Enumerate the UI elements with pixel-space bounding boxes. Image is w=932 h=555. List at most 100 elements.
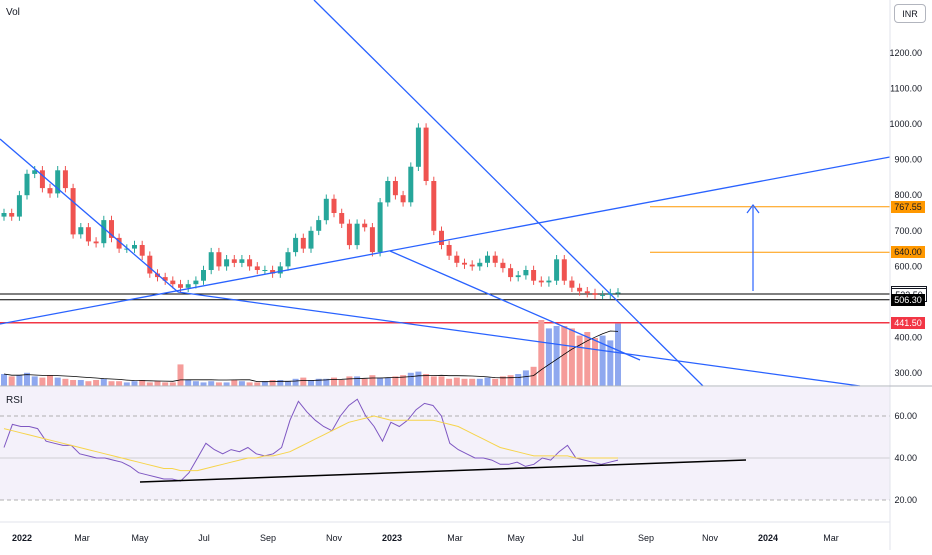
candle-body [531,270,537,281]
candle-body [500,262,506,269]
candle-body [454,255,460,263]
price-tick-label: 300.00 [894,368,922,378]
volume-bar [561,326,568,386]
candle-body [538,280,544,283]
candle-body [492,255,498,263]
volume-bar [453,377,460,386]
candle-body [515,275,521,278]
price-badge: 441.50 [891,317,925,329]
volume-bar [192,381,199,386]
candlesticks [1,123,621,300]
volume-bar [461,378,468,386]
time-tick-label: Sep [638,533,654,543]
candle-body [577,287,583,292]
price-badge: 767.55 [891,201,925,213]
candle-body [231,259,237,263]
price-tick-label: 400.00 [894,333,922,343]
price-tick-label: 800.00 [894,190,922,200]
candle-body [584,291,590,294]
volume-bar [469,378,476,386]
price-tick-label: 700.00 [894,226,922,236]
time-tick-label: Mar [74,533,90,543]
candle-body [277,266,283,274]
volume-bar [200,382,207,386]
candle-body [323,198,329,221]
volume-bar [553,326,560,386]
candle-body [247,259,253,267]
volume-ma-line [3,330,619,383]
time-tick-label: Mar [823,533,839,543]
candle-body [546,280,552,283]
volume-bar [484,377,491,386]
candle-body [369,227,375,253]
candle-body [331,198,337,213]
candle-body [415,127,421,167]
price-levels [0,206,890,324]
volume-bar [507,375,514,386]
candle-body [439,230,444,245]
candle-body [423,127,429,181]
volume-bar [39,377,46,386]
volume-bar [323,378,330,386]
volume-bar [538,320,545,386]
candle-body [316,220,322,231]
volume-bar [231,380,238,386]
candle-body [354,223,360,246]
rsi-ma-line [3,415,618,472]
candle-body [139,245,145,256]
candle-body [346,223,352,246]
candle-body [293,237,299,253]
candle-body [16,195,22,217]
candle-body [254,266,260,270]
candle-body [70,188,76,235]
trendline [0,156,891,325]
volume-bar [123,382,130,386]
trendline [0,138,179,293]
volume-bar [1,374,7,386]
volume-bar [423,374,430,386]
volume-bar [407,372,414,386]
volume-bar [146,382,153,386]
volume-bar [177,364,184,386]
volume-bar [522,370,529,386]
time-tick-label: 2023 [382,533,402,543]
volume-bar [615,323,621,386]
price-tick-label: 900.00 [894,155,922,165]
currency-selector[interactable]: INR [894,4,926,23]
time-tick-label: May [507,533,525,543]
candle-body [485,255,490,263]
volume-bar [24,372,30,386]
volume-bar [185,380,192,386]
candle-body [1,213,7,217]
volume-bar [116,381,123,386]
rsi-trendline [139,459,747,483]
volume-bar [246,382,253,386]
candle-body [178,284,183,288]
volume-bar [446,378,453,386]
time-tick-label: Jul [572,533,584,543]
volume-bar [338,380,345,386]
volume-bar [285,381,291,386]
volume-bar [576,335,583,386]
candle-body [116,237,122,249]
trendline [177,291,861,387]
trendline [389,250,641,361]
volume-bar [100,378,107,386]
volume-bar [62,378,69,386]
volume-bar [277,380,284,386]
price-tick-label: 600.00 [894,261,922,271]
candle-body [132,245,137,249]
candle-body [85,227,91,242]
rsi-label: RSI [6,395,23,406]
volume-bar [384,377,391,386]
volume-bar [308,380,314,386]
volume-bar [208,381,215,386]
volume-bar [108,381,115,386]
candle-body [193,280,199,285]
volume-bar [131,381,138,386]
time-tick-label: Sep [260,533,276,543]
volume-bar [354,376,361,386]
candle-body [224,259,230,267]
